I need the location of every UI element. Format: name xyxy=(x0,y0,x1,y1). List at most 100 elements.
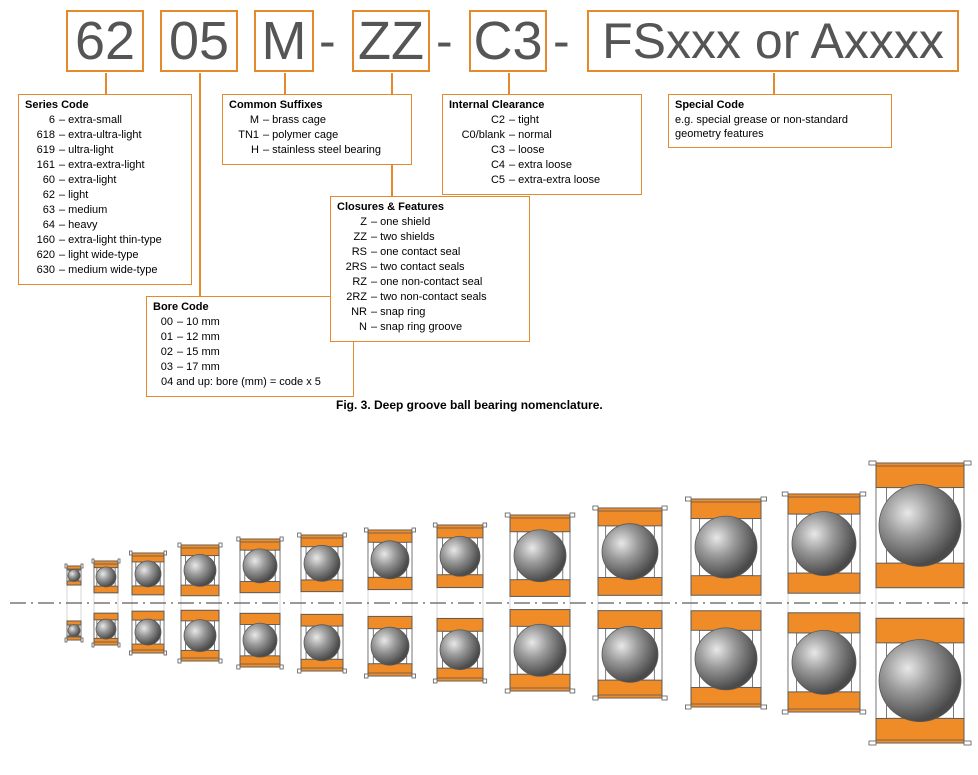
info-row-key: C4 xyxy=(449,158,509,173)
info-row-key: 2RZ xyxy=(337,290,371,305)
info-row-key: 03 xyxy=(153,360,177,375)
info-row-value: – snap ring xyxy=(371,305,425,320)
info-row-value: – 15 mm xyxy=(177,345,220,360)
nomenclature-dash: - xyxy=(436,12,453,70)
info-row-key: TN1 xyxy=(229,128,263,143)
bearing-size-diagram xyxy=(0,440,978,770)
info-box-clearance: Internal ClearanceC2– tightC0/blank– nor… xyxy=(442,94,642,195)
info-row-key: 2RS xyxy=(337,260,371,275)
info-row-key: 01 xyxy=(153,330,177,345)
info-row-value: 04 and up: bore (mm) = code x 5 xyxy=(161,375,321,390)
info-row: 160– extra-light thin-type xyxy=(25,233,185,248)
info-row-value: – extra loose xyxy=(509,158,572,173)
info-row: RS– one contact seal xyxy=(337,245,523,260)
info-row-key: 619 xyxy=(25,143,59,158)
info-row: 60– extra-light xyxy=(25,173,185,188)
connector-line xyxy=(105,73,107,94)
info-row: 2RZ– two non-contact seals xyxy=(337,290,523,305)
figure-caption: Fig. 3. Deep groove ball bearing nomencl… xyxy=(336,398,603,412)
info-row-key: 00 xyxy=(153,315,177,330)
info-row-value: – light xyxy=(59,188,88,203)
info-row-key: 64 xyxy=(25,218,59,233)
info-row-key: NR xyxy=(337,305,371,320)
info-row-key: 630 xyxy=(25,263,59,278)
nomenclature-segment-2: M xyxy=(254,10,314,72)
nomenclature-segment-1: 05 xyxy=(160,10,238,72)
info-row-key: 6 xyxy=(25,113,59,128)
info-box-title: Closures & Features xyxy=(337,201,523,213)
info-row-key: Z xyxy=(337,215,371,230)
info-row-key: M xyxy=(229,113,263,128)
info-row-value: – loose xyxy=(509,143,544,158)
info-row: C0/blank– normal xyxy=(449,128,635,143)
info-plain-line: geometry features xyxy=(675,127,885,141)
info-row: RZ– one non-contact seal xyxy=(337,275,523,290)
info-row-key: 160 xyxy=(25,233,59,248)
info-box-closures: Closures & Features Z– one shieldZZ– two … xyxy=(330,196,530,342)
info-row: C5– extra-extra loose xyxy=(449,173,635,188)
connector-line xyxy=(773,73,775,94)
info-box-title: Common Suffixes xyxy=(229,99,405,111)
info-row-value: – heavy xyxy=(59,218,98,233)
info-row: 6– extra-small xyxy=(25,113,185,128)
info-box-title: Series Code xyxy=(25,99,185,111)
info-row-value: – polymer cage xyxy=(263,128,338,143)
info-row: 01– 12 mm xyxy=(153,330,347,345)
info-plain-line: e.g. special grease or non-standard xyxy=(675,113,885,127)
info-row-key: 62 xyxy=(25,188,59,203)
info-box-title: Special Code xyxy=(675,99,885,111)
info-row-value: – extra-ultra-light xyxy=(59,128,142,143)
connector-line xyxy=(508,73,510,94)
info-row-value: – extra-extra-light xyxy=(59,158,145,173)
info-row-key: 63 xyxy=(25,203,59,218)
info-row: C2– tight xyxy=(449,113,635,128)
info-row-value: – 10 mm xyxy=(177,315,220,330)
info-row-key: C3 xyxy=(449,143,509,158)
nomenclature-segment-0: 62 xyxy=(66,10,144,72)
info-row-value: – brass cage xyxy=(263,113,326,128)
info-row: ZZ– two shields xyxy=(337,230,523,245)
info-row: 04 and up: bore (mm) = code x 5 xyxy=(153,375,347,390)
info-row-value: – one shield xyxy=(371,215,430,230)
info-row-key: RZ xyxy=(337,275,371,290)
info-row: 62– light xyxy=(25,188,185,203)
info-row: 64– heavy xyxy=(25,218,185,233)
info-row-key: 60 xyxy=(25,173,59,188)
info-row: TN1– polymer cage xyxy=(229,128,405,143)
info-row-key: 618 xyxy=(25,128,59,143)
nomenclature-segment-4: C3 xyxy=(469,10,547,72)
nomenclature-segment-5: FSxxx or Axxxx xyxy=(587,10,959,72)
info-box-special: Special Code e.g. special grease or non-s… xyxy=(668,94,892,148)
info-row: 00– 10 mm xyxy=(153,315,347,330)
info-row: 02– 15 mm xyxy=(153,345,347,360)
info-row-value: – extra-light xyxy=(59,173,116,188)
info-row: H– stainless steel bearing xyxy=(229,143,405,158)
info-row-key: C0/blank xyxy=(449,128,509,143)
info-row-value: – medium xyxy=(59,203,107,218)
info-row-value: – stainless steel bearing xyxy=(263,143,381,158)
info-row-value: – ultra-light xyxy=(59,143,113,158)
info-row: 2RS– two contact seals xyxy=(337,260,523,275)
info-row: Z– one shield xyxy=(337,215,523,230)
info-row-value: – two contact seals xyxy=(371,260,465,275)
info-row-value: – 17 mm xyxy=(177,360,220,375)
info-row: 161– extra-extra-light xyxy=(25,158,185,173)
info-box-series: Series Code 6– extra-small618– extra-ultr… xyxy=(18,94,192,285)
info-row-value: – one non-contact seal xyxy=(371,275,482,290)
nomenclature-dash: - xyxy=(553,12,570,70)
nomenclature-dash: - xyxy=(319,12,336,70)
info-row: 630– medium wide-type xyxy=(25,263,185,278)
info-row-key: 161 xyxy=(25,158,59,173)
info-row: C3– loose xyxy=(449,143,635,158)
info-row-key: C5 xyxy=(449,173,509,188)
info-row: 63– medium xyxy=(25,203,185,218)
info-row-key: RS xyxy=(337,245,371,260)
info-row-key: C2 xyxy=(449,113,509,128)
info-row-key: 02 xyxy=(153,345,177,360)
info-row-value: – extra-light thin-type xyxy=(59,233,162,248)
info-row-value: – extra-small xyxy=(59,113,122,128)
info-row-key: H xyxy=(229,143,263,158)
info-box-title: Bore Code xyxy=(153,301,347,313)
info-row-value: – extra-extra loose xyxy=(509,173,600,188)
info-box-suffixes: Common Suffixes M– brass cageTN1– polymer… xyxy=(222,94,412,165)
